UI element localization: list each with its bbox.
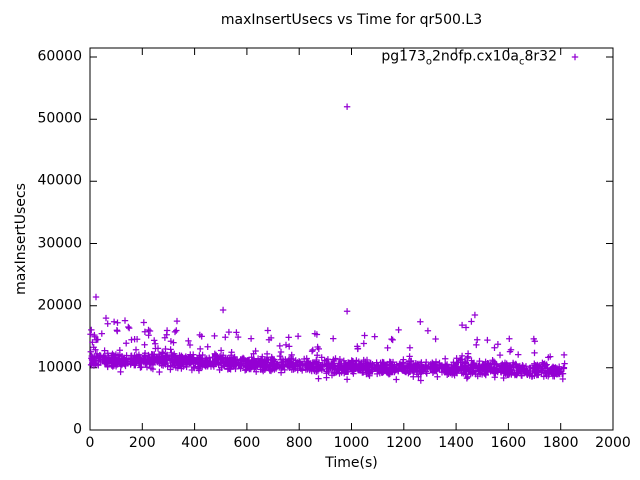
chart-title: maxInsertUsecs vs Time for qr500.L3 [220, 12, 483, 28]
legend: pg173o2nofp.cx10ac8r32 [381, 48, 557, 68]
y-tick-label: 10000 [37, 359, 82, 376]
x-tick-label: 800 [285, 435, 313, 451]
y-tick-label: 50000 [37, 110, 82, 127]
x-tick-label: 200 [128, 435, 156, 451]
y-tick-label: 30000 [37, 235, 82, 252]
x-tick-label: 2000 [595, 435, 631, 451]
legend-series-label: pg173o2nofp.cx10ac8r32 [381, 48, 557, 68]
y-axis-label: maxInsertUsecs [13, 183, 29, 295]
y-tick-label: 40000 [37, 173, 82, 190]
x-tick-label: 1000 [333, 435, 370, 451]
x-tick-label: 600 [233, 435, 261, 451]
y-tick-label: 20000 [37, 297, 82, 314]
x-tick-label: 0 [85, 435, 95, 451]
x-tick-label: 400 [181, 435, 208, 451]
x-tick-label: 1800 [542, 435, 579, 451]
x-tick-label: 1400 [438, 435, 474, 451]
x-axis-label: Time(s) [325, 455, 378, 471]
y-tick-label: 60000 [37, 48, 82, 65]
x-tick-label: 1200 [385, 435, 422, 451]
x-tick-label: 1600 [490, 435, 527, 451]
scatter-points-and-legend-marker-icon [87, 53, 579, 384]
y-tick-label: 0 [73, 421, 82, 438]
